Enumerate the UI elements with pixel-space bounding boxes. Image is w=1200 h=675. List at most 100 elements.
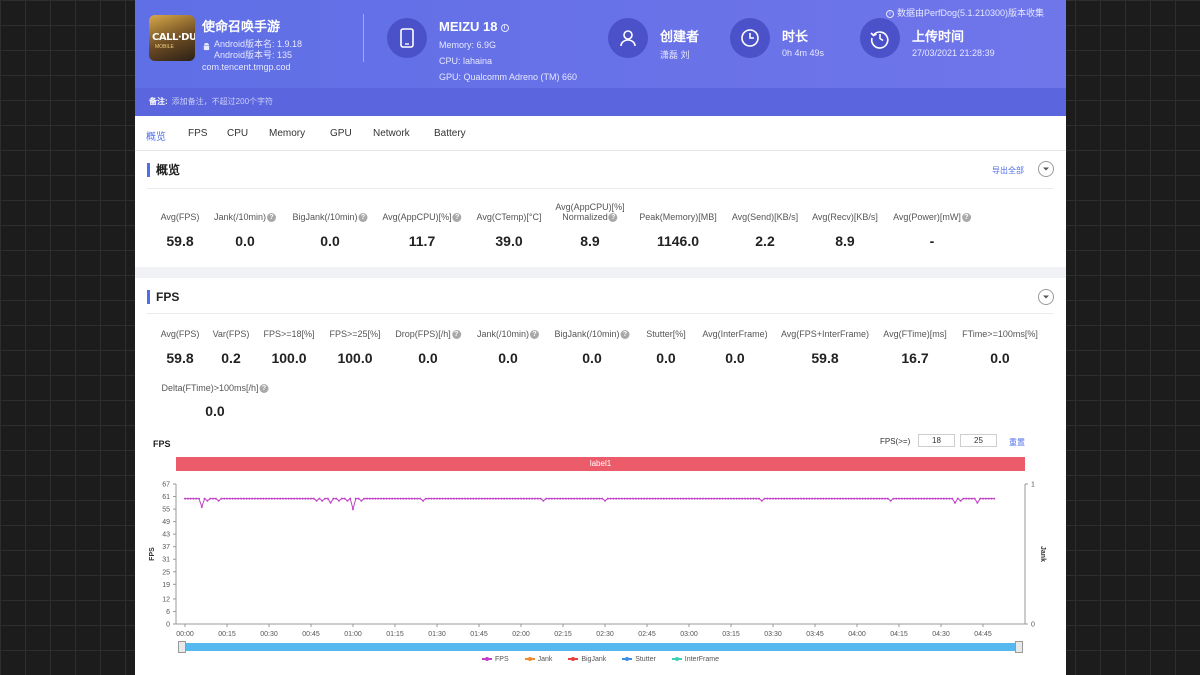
export-all-link[interactable]: 导出全部 (992, 166, 1024, 175)
fps-data-point (646, 497, 648, 500)
fps-data-point (864, 497, 867, 500)
fps-data-point (766, 497, 769, 500)
fps-data-point (626, 497, 629, 500)
fps-data-point (332, 497, 335, 500)
y-tick-label: 67 (162, 482, 170, 489)
fps-data-point (525, 497, 528, 500)
help-icon[interactable]: ? (358, 213, 368, 223)
tab-memory[interactable]: Memory (269, 128, 306, 139)
legend-item-fps[interactable]: FPS (482, 656, 509, 663)
fps-collapse-button[interactable] (1038, 289, 1054, 305)
tab-cpu[interactable]: CPU (227, 128, 249, 139)
fps-data-point (780, 497, 783, 500)
info-icon: i (885, 9, 894, 18)
legend-item-interframe[interactable]: InterFrame (671, 656, 719, 663)
header-divider (363, 14, 364, 62)
legend-item-stutter[interactable]: Stutter (622, 656, 656, 663)
fps-data-point (228, 497, 231, 500)
help-icon[interactable]: ? (530, 330, 540, 340)
tab-gpu[interactable]: GPU (330, 128, 352, 139)
help-icon[interactable]: ? (608, 213, 618, 223)
fps-data-point (629, 497, 632, 500)
fps-data-point (777, 497, 780, 500)
fps-data-point (948, 497, 951, 500)
reset-link[interactable]: 重置 (1009, 438, 1025, 447)
fps-data-point (856, 497, 858, 500)
fps-data-point (965, 497, 968, 500)
fps-data-point (256, 497, 259, 500)
fps-data-point (298, 497, 301, 500)
fps-data-point (251, 497, 254, 500)
fps-data-point (573, 497, 576, 500)
creator-title: 创建者 (660, 29, 700, 44)
fps-metric-jank: Jank(/10min)? 0.0 (477, 329, 540, 366)
help-icon[interactable]: ? (267, 213, 277, 223)
metric-jank: Jank(/10min)? 0.0 (214, 212, 277, 249)
slider-handle-left[interactable] (178, 641, 186, 653)
fps-data-point (335, 497, 338, 500)
fps-data-point (186, 497, 189, 500)
fps-data-point (797, 497, 800, 500)
fps-data-point (870, 497, 872, 500)
fps-data-point (940, 497, 942, 500)
fps-data-point (469, 497, 472, 500)
help-icon[interactable]: ? (259, 384, 269, 394)
help-icon[interactable]: ? (452, 213, 462, 223)
x-tick-label: 00:45 (302, 631, 320, 638)
app-version-name: Android版本名: 1.9.18 (214, 39, 303, 49)
fps-threshold-input-2[interactable] (960, 434, 997, 447)
fps-data-point (363, 497, 366, 500)
fps-threshold-input-1[interactable] (918, 434, 955, 447)
tab-battery[interactable]: Battery (434, 128, 466, 139)
fps-data-point (195, 497, 198, 500)
fps-metric-avg-fps: Avg(FPS) 59.8 (160, 329, 200, 366)
fps-data-point (833, 497, 836, 500)
device-cpu: CPU: lahaina (439, 56, 493, 66)
fps-data-point (265, 497, 268, 500)
app-name: 使命召唤手游 (202, 19, 281, 34)
fps-metric-drop-fps: Drop(FPS)[/h]? 0.0 (395, 329, 461, 366)
device-info-icon[interactable]: i (500, 23, 509, 32)
legend-item-jank[interactable]: Jank (524, 656, 552, 663)
fps-data-point (741, 497, 744, 500)
fps-data-point (704, 497, 707, 500)
legend-item-bigjank[interactable]: BigJank (568, 656, 606, 663)
help-icon[interactable]: ? (451, 330, 461, 340)
tab-network[interactable]: Network (373, 128, 410, 139)
fps-data-point (321, 499, 324, 502)
x-tick-label: 01:00 (344, 631, 362, 638)
tab-overview[interactable]: 概览 (146, 132, 166, 143)
x-tick-label: 00:00 (176, 631, 194, 638)
fps-data-point (968, 497, 970, 500)
fps-data-point (245, 497, 248, 500)
help-icon[interactable]: ? (961, 213, 971, 223)
help-icon[interactable]: ? (620, 330, 630, 340)
fps-data-point (410, 497, 413, 500)
fps-data-point (522, 497, 525, 500)
fps-data-point (570, 497, 573, 500)
fps-data-point (802, 497, 805, 500)
fps-data-point (564, 497, 567, 500)
fps-data-point (632, 497, 634, 500)
y-tick-label: 12 (162, 596, 170, 603)
fps-data-point (875, 497, 878, 500)
fps-data-point (436, 497, 438, 500)
fps-data-point (822, 497, 825, 500)
app-icon: CALL·DUTY MOBILE (149, 15, 195, 61)
fps-data-point (343, 497, 346, 500)
slider-handle-right[interactable] (1015, 641, 1023, 653)
overview-divider (147, 188, 1054, 189)
fps-data-point (259, 497, 262, 500)
fps-data-point (595, 497, 598, 500)
chevron-down-icon (1043, 295, 1049, 299)
overview-collapse-button[interactable] (1038, 161, 1054, 177)
note-bar[interactable]: 备注: 添加备注，不超过200个字符 (135, 88, 1066, 116)
fps-data-point (391, 497, 394, 500)
fps-data-point (287, 497, 290, 500)
fps-metric-bigjank: BigJank(/10min)? 0.0 (554, 329, 630, 366)
x-tick-label: 02:15 (554, 631, 572, 638)
time-range-slider[interactable] (180, 643, 1020, 651)
tab-fps[interactable]: FPS (188, 128, 208, 139)
label-bar[interactable]: label1 (176, 457, 1025, 471)
fps-data-point (962, 497, 965, 500)
